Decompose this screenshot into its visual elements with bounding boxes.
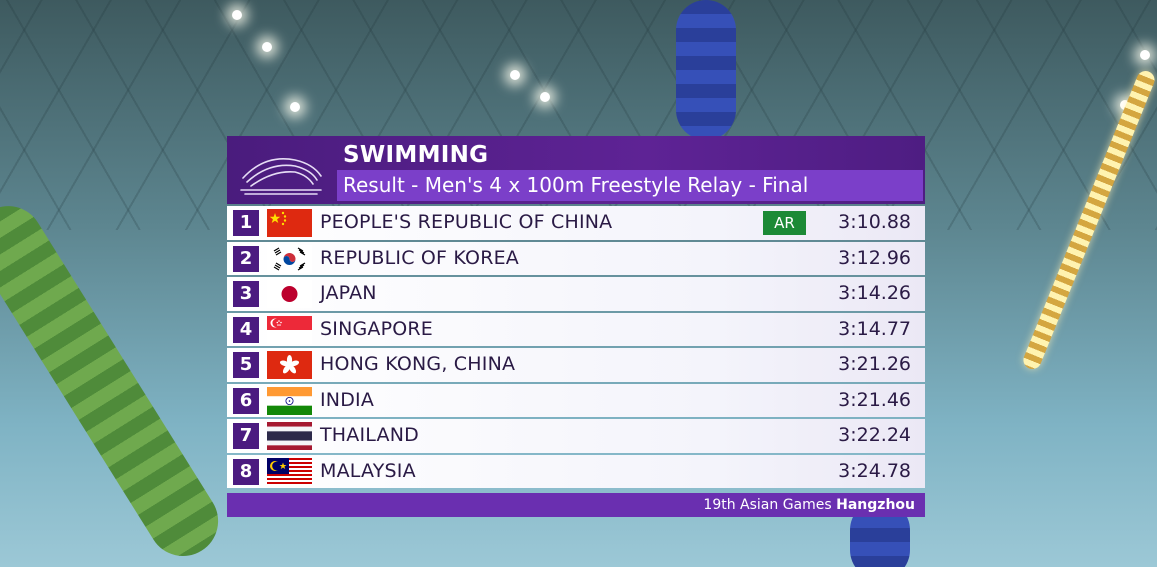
finish-time: 3:24.78 — [838, 459, 911, 482]
rank-badge: 7 — [233, 423, 259, 449]
rank-badge: 5 — [233, 352, 259, 378]
finish-time: 3:22.24 — [838, 424, 911, 446]
finish-time: 3:10.88 — [838, 211, 911, 233]
country-name: JAPAN — [320, 282, 377, 304]
event-title: Result - Men's 4 x 100m Freestyle Relay … — [337, 170, 923, 201]
ceiling-light — [262, 42, 272, 52]
india-flag-icon — [267, 386, 312, 415]
hong-kong-flag-icon — [267, 351, 312, 379]
result-row: 5 HONG KONG, CHINA 3:21.26 — [227, 348, 925, 382]
ceiling-light — [232, 10, 242, 20]
games-name: 19th Asian Games — [703, 497, 837, 513]
result-row: 8 MALAYSIA 3:24.78 — [227, 454, 925, 488]
result-row: 3 JAPAN 3:14.26 — [227, 277, 925, 311]
finish-time: 3:21.46 — [838, 388, 911, 411]
sport-title: SWIMMING — [343, 142, 489, 168]
finish-time: 3:12.96 — [838, 246, 911, 269]
rank-badge: 8 — [233, 458, 259, 485]
country-name: SINGAPORE — [320, 317, 434, 340]
ceiling-light — [510, 70, 520, 80]
result-row: 2 REPUBLIC OF KOREA 3:12.96 — [227, 241, 925, 275]
rank-badge: 3 — [233, 281, 259, 307]
rank-badge: 1 — [233, 210, 259, 236]
country-name: HONG KONG, CHINA — [320, 353, 516, 375]
china-flag-icon — [267, 209, 312, 237]
thailand-flag-icon — [267, 422, 312, 450]
ceiling-light — [290, 102, 300, 112]
finish-time: 3:14.26 — [838, 282, 911, 304]
singapore-flag-icon — [267, 315, 312, 344]
rank-badge: 6 — [233, 387, 259, 414]
ceiling-light — [540, 92, 550, 102]
results-list: 1 PEOPLE'S REPUBLIC OF CHINA AR 3:10.88 … — [227, 206, 925, 490]
games-footer: 19th Asian Games Hangzhou — [227, 493, 925, 517]
japan-flag-icon — [267, 280, 312, 308]
results-header: SWIMMING Result - Men's 4 x 100m Freesty… — [227, 136, 925, 204]
asian-games-logo-icon — [240, 158, 322, 195]
ceiling-light — [1140, 50, 1150, 60]
lane-rope-blue — [676, 0, 736, 140]
malaysia-flag-icon — [267, 457, 312, 486]
host-city: Hangzhou — [836, 497, 915, 513]
country-name: INDIA — [320, 388, 375, 411]
result-row: 4 SINGAPORE 3:14.77 — [227, 312, 925, 346]
lane-rope-green — [0, 192, 232, 567]
country-name: PEOPLE'S REPUBLIC OF CHINA — [320, 211, 613, 233]
finish-time: 3:14.77 — [838, 317, 911, 340]
rank-badge: 4 — [233, 316, 259, 343]
record-badge: AR — [763, 211, 806, 235]
results-board: SWIMMING Result - Men's 4 x 100m Freesty… — [227, 136, 925, 517]
result-row: 1 PEOPLE'S REPUBLIC OF CHINA AR 3:10.88 — [227, 206, 925, 240]
result-row: 6 INDIA 3:21.46 — [227, 383, 925, 417]
country-name: REPUBLIC OF KOREA — [320, 246, 520, 269]
finish-time: 3:21.26 — [838, 353, 911, 375]
result-row: 7 THAILAND 3:22.24 — [227, 419, 925, 453]
korea-flag-icon — [267, 244, 312, 273]
rank-badge: 2 — [233, 245, 259, 272]
country-name: MALAYSIA — [320, 459, 416, 482]
country-name: THAILAND — [320, 424, 419, 446]
